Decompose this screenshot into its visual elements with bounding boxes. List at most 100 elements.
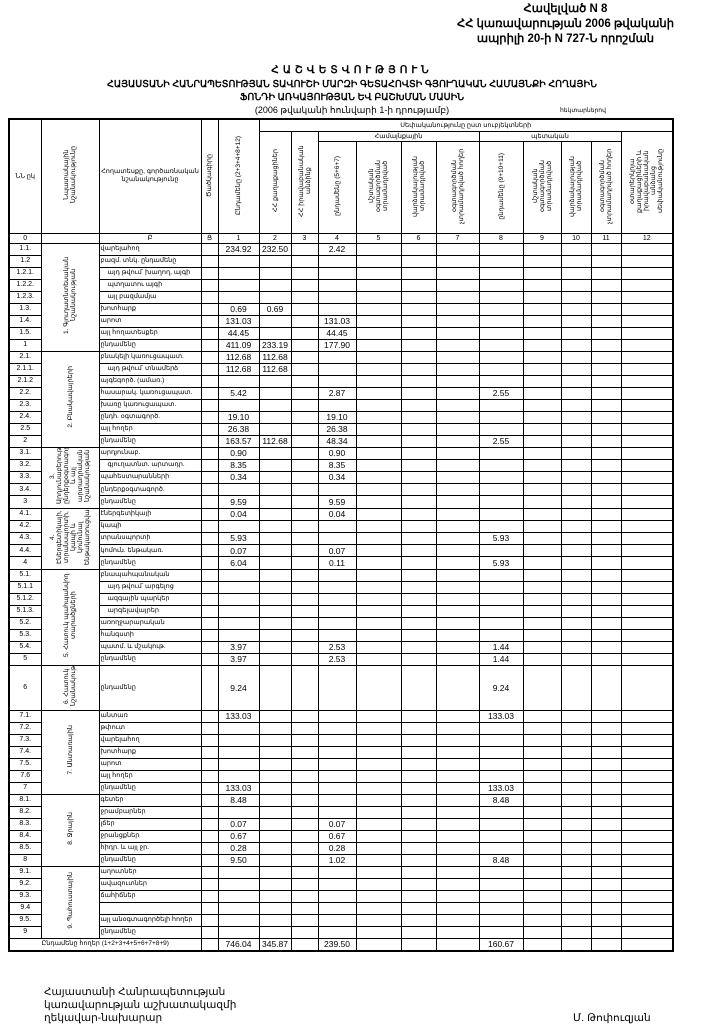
value-cell-col1	[217, 721, 260, 735]
value-cell-col7	[435, 865, 480, 879]
value-cell-col7	[435, 362, 480, 376]
row-label: արոտ	[98, 314, 202, 328]
value-cell-col3	[290, 568, 319, 582]
row-label: բնակելի կառուցապատ.	[98, 350, 202, 364]
row-label: վարելահող	[98, 733, 202, 747]
row-label: ընդհ. օգտագործ.	[98, 410, 202, 424]
row-number: 5.1.	[8, 568, 42, 582]
header-c5: մշտական օգտագործման տրամադրված	[355, 140, 402, 234]
value-cell-col12	[620, 278, 674, 292]
value-cell-col12	[620, 628, 674, 642]
value-cell-col7	[435, 338, 480, 352]
value-cell-col3	[290, 483, 319, 497]
code-cell	[200, 398, 219, 412]
value-cell-col12	[620, 793, 674, 807]
row-label: այլ հողեր	[98, 769, 202, 783]
row-label: ջրամբարներ	[98, 805, 202, 819]
table-row: 7.4. խոտհարք	[8, 745, 674, 759]
value-cell-col3	[290, 362, 319, 376]
row-label: էներգետիկայի	[98, 507, 202, 521]
value-cell-col10	[560, 422, 592, 436]
value-cell-col8	[478, 422, 524, 436]
row-label: ջրանցքներ	[98, 829, 202, 843]
value-cell-col8	[478, 266, 524, 280]
row-label: կապի	[98, 519, 202, 533]
value-cell-col10	[560, 769, 592, 783]
value-cell-col11	[590, 410, 622, 424]
value-cell-col2	[258, 877, 292, 891]
value-cell-col12	[620, 326, 674, 340]
value-cell-col9	[522, 733, 562, 747]
value-cell-col6	[400, 853, 437, 867]
value-cell-col9	[522, 757, 562, 771]
value-cell-col9	[522, 544, 562, 558]
value-cell-col9	[522, 531, 562, 546]
value-cell-col10	[560, 302, 592, 316]
value-cell-col3	[290, 604, 319, 618]
row-label: պտղատու այգի	[98, 278, 202, 292]
value-cell-col4	[317, 580, 357, 594]
value-cell-col11	[590, 628, 622, 642]
value-cell-col12	[620, 829, 674, 843]
header-c1: Ընդամենը (2+3+4+8+12)	[217, 118, 260, 234]
value-cell-col12	[620, 604, 674, 618]
value-cell-col4: 177.90	[317, 338, 357, 352]
value-cell-col4: 48.34	[317, 434, 357, 448]
value-cell-col5	[355, 733, 402, 747]
value-cell-col9	[522, 362, 562, 376]
value-cell-col4: 8.35	[317, 458, 357, 472]
value-cell-col12	[620, 664, 674, 711]
column-number: 1	[217, 232, 260, 244]
value-cell-col10	[560, 829, 592, 843]
value-cell-col7	[435, 470, 480, 485]
value-cell-col8: 2.55	[478, 434, 524, 448]
row-number: 8	[8, 853, 42, 867]
table-row: 5.1.3. արգելավայրեր	[8, 604, 674, 618]
value-cell-col9	[522, 889, 562, 903]
group-label: 6. Հատուկ նշանակության	[40, 664, 100, 711]
table-row: 9.1. 9. Պահուստային աղուտներ	[8, 865, 674, 939]
value-cell-col3	[290, 326, 319, 340]
value-cell-col7	[435, 652, 480, 666]
row-number: 4.1.	[8, 507, 42, 521]
code-cell	[200, 314, 219, 328]
value-cell-col5	[355, 483, 402, 497]
code-cell	[200, 580, 219, 594]
value-cell-col11	[590, 422, 622, 436]
value-cell-col7	[435, 350, 480, 364]
value-cell-col8	[478, 302, 524, 316]
value-cell-col8	[478, 829, 524, 843]
value-cell-col9	[522, 398, 562, 412]
row-number: 2.4.	[8, 410, 42, 424]
value-cell-col3	[290, 853, 319, 867]
value-cell-col2	[258, 889, 292, 903]
table-row: 5.3. հանգստի	[8, 628, 674, 642]
value-cell-col8	[478, 841, 524, 855]
row-label: ընդամենը	[98, 495, 202, 509]
value-cell-col10	[560, 640, 592, 654]
value-cell-col3	[290, 841, 319, 855]
table-row: 5.1. 5. Հատուկ պահպանվող տարածքների բնապահ…	[8, 568, 674, 666]
total-value-col7	[435, 937, 480, 951]
value-cell-col12	[620, 640, 674, 654]
value-cell-col9	[522, 278, 562, 292]
table-row: 8.1. 8. Ջրային գետեր 8.48 8.48	[8, 793, 674, 867]
row-number: 2.1.	[8, 350, 42, 364]
total-value-col12	[620, 937, 674, 951]
value-cell-col6	[400, 925, 437, 939]
row-label: բնապահպանական	[98, 568, 202, 582]
row-label: ընդամենը	[98, 556, 202, 570]
value-cell-col1: 8.35	[217, 458, 260, 472]
value-cell-col7	[435, 616, 480, 630]
value-cell-col10	[560, 733, 592, 747]
value-cell-col5	[355, 446, 402, 460]
row-label: ճահիճներ	[98, 889, 202, 903]
code-cell	[200, 242, 219, 256]
value-cell-col10	[560, 519, 592, 533]
column-number: 0	[8, 232, 42, 244]
value-cell-col6	[400, 386, 437, 400]
annex-line: ՀՀ կառավարության 2006 թվականի	[456, 18, 674, 30]
row-number: 7.4.	[8, 745, 42, 759]
value-cell-col5	[355, 422, 402, 436]
value-cell-col5	[355, 664, 402, 711]
